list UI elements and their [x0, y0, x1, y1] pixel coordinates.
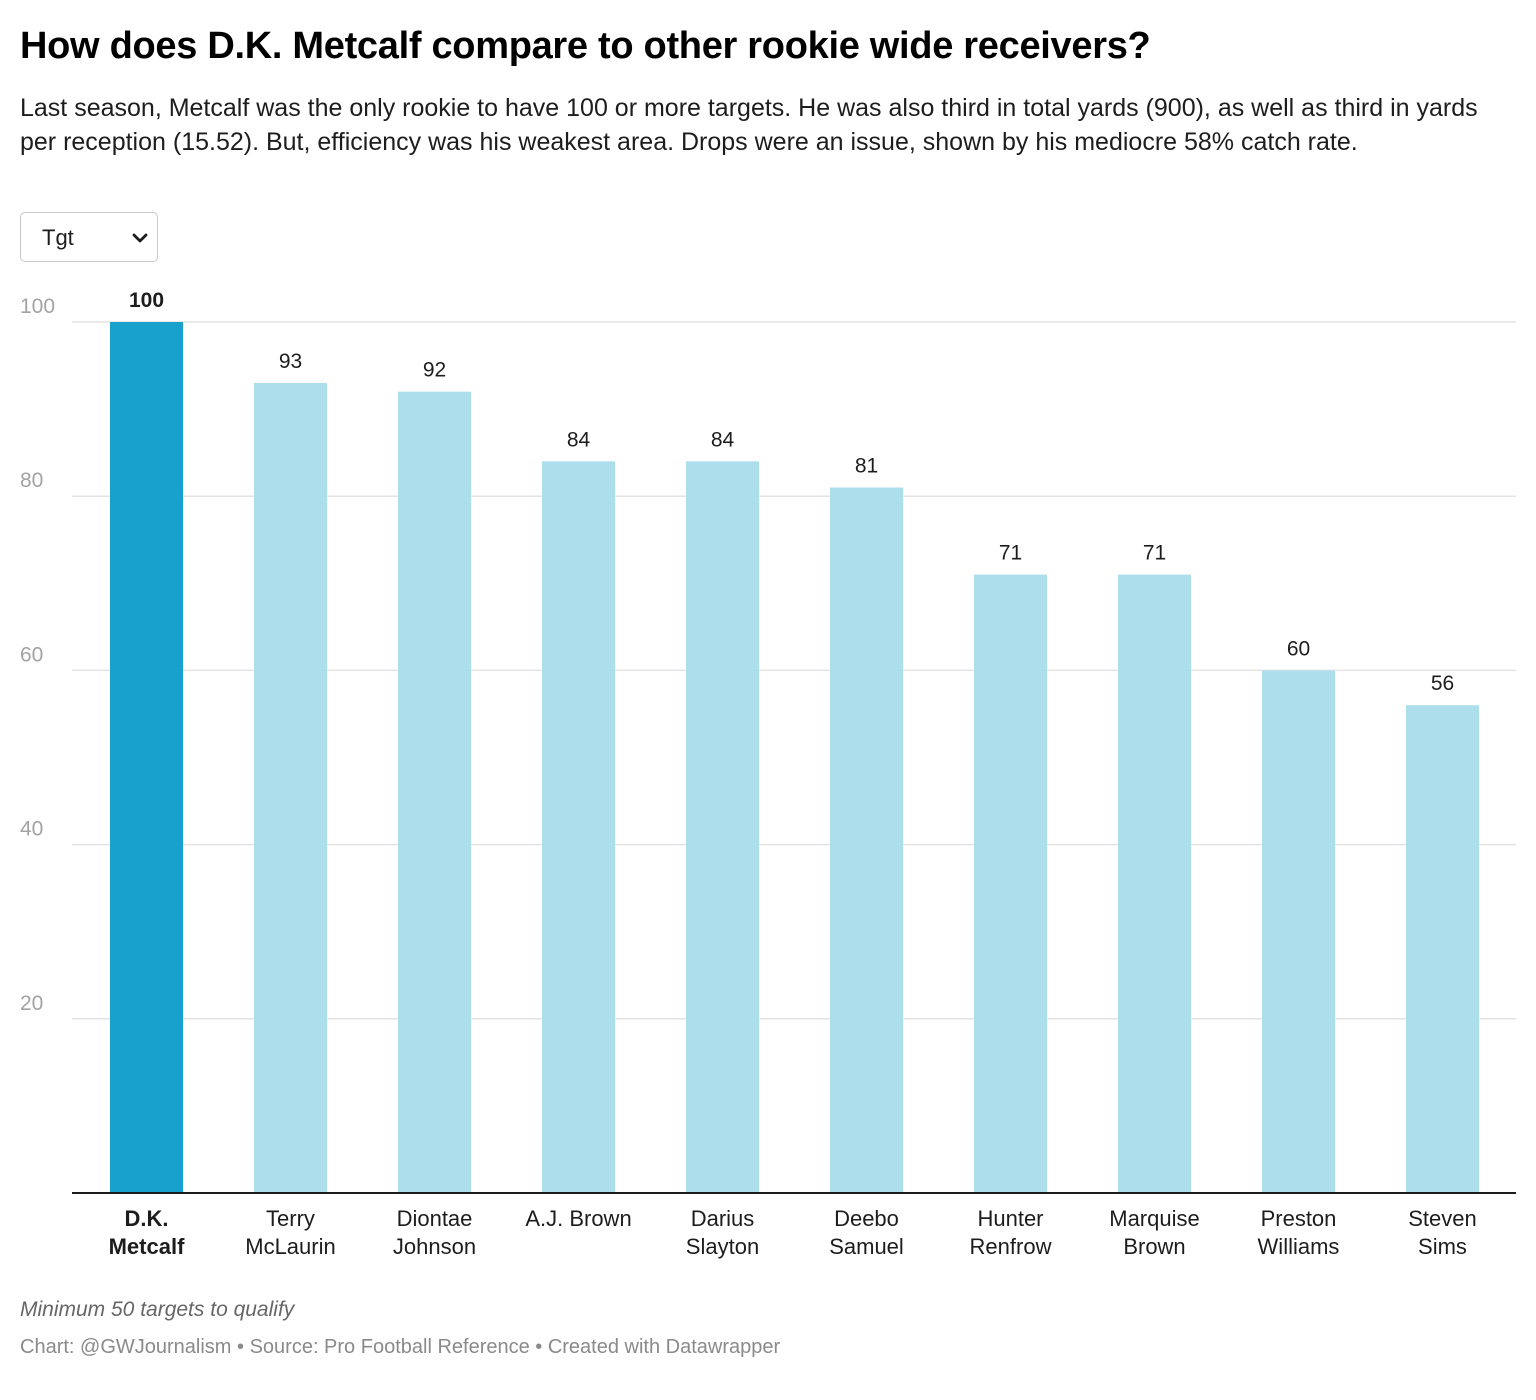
metric-select-value: Tgt: [42, 225, 74, 250]
y-tick-label: 80: [20, 469, 43, 492]
bar-value-label: 93: [279, 350, 302, 373]
bar-value-label: 71: [1143, 542, 1166, 565]
x-tick-label: Deebo Samuel: [829, 1206, 904, 1259]
bar-chart: 20 40 60 80 100 100 D.K. Metcalf 93 Terry McLaurin…: [20, 289, 1516, 1259]
bar-value-label: 81: [855, 454, 878, 477]
chart-description: Last season, Metcalf was the only rookie…: [20, 94, 1478, 156]
y-tick-label: 40: [20, 818, 43, 841]
bar: [254, 382, 327, 1194]
chart-title: How does D.K. Metcalf compare to other r…: [20, 25, 1151, 67]
bar-value-label: 56: [1431, 672, 1454, 695]
x-tick-label: Darius Slayton: [686, 1206, 759, 1259]
bar-value-label: 60: [1287, 637, 1310, 660]
bar-value-label: 92: [423, 359, 446, 382]
bar: [686, 461, 759, 1193]
y-tick-label: 100: [20, 295, 55, 318]
bar-value-label: 84: [711, 428, 735, 451]
y-tick-label: 60: [20, 643, 43, 666]
bar: [974, 574, 1047, 1193]
chart-note: Minimum 50 targets to qualify: [20, 1298, 295, 1321]
bar-value-label: 100: [129, 289, 164, 312]
x-tick-label: Terry McLaurin: [245, 1206, 335, 1259]
x-tick-label: Steven Sims: [1408, 1206, 1477, 1259]
bar: [110, 322, 183, 1193]
bar: [1262, 670, 1335, 1193]
bar-value-label: 84: [567, 428, 591, 451]
x-tick-label: A.J. Brown: [525, 1206, 631, 1231]
x-tick-label: D.K. Metcalf: [109, 1206, 185, 1259]
bar: [830, 487, 903, 1193]
x-tick-label: Preston Williams: [1258, 1206, 1340, 1259]
bar: [1406, 705, 1479, 1193]
x-tick-label: Diontae Johnson: [393, 1206, 476, 1259]
bar: [398, 391, 471, 1193]
metric-select[interactable]: Tgt: [20, 212, 158, 262]
x-tick-label: Marquise Brown: [1109, 1206, 1199, 1259]
chart-credit: Chart: @GWJournalism • Source: Pro Footb…: [20, 1336, 781, 1358]
y-tick-label: 20: [20, 992, 43, 1015]
x-tick-label: Hunter Renfrow: [970, 1206, 1052, 1259]
bar: [542, 461, 615, 1193]
bar: [1118, 574, 1191, 1193]
chevron-down-icon: [132, 233, 148, 243]
bar-value-label: 71: [999, 542, 1022, 565]
